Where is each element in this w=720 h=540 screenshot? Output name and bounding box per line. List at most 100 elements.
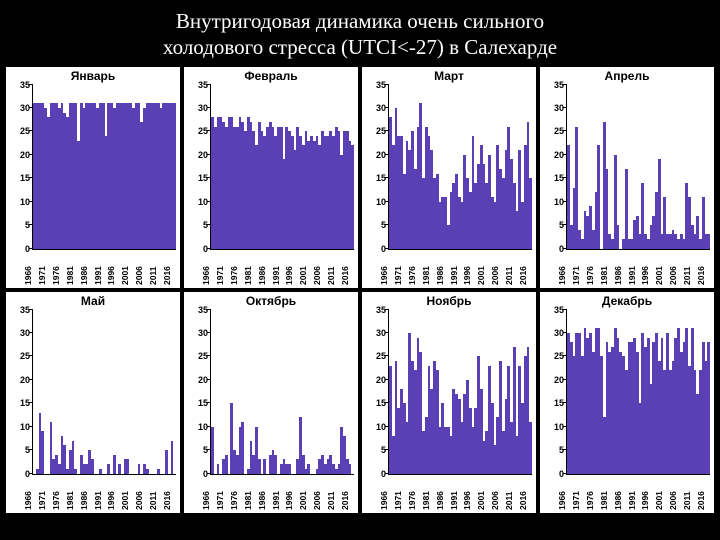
x-tick-label: 1986 [79, 266, 89, 285]
bars-container [33, 310, 176, 474]
y-tick-label: 10 [554, 422, 567, 432]
x-tick-label: 2016 [162, 491, 172, 510]
y-tick-label: 20 [376, 375, 389, 385]
bars-container [389, 85, 532, 249]
x-labels: 1966197119761981198619911996200120062011… [566, 250, 710, 288]
bar [107, 464, 110, 473]
y-tick-label: 35 [376, 80, 389, 90]
x-tick-label: 1996 [640, 491, 650, 510]
x-tick-label: 2006 [668, 491, 678, 510]
bar [99, 469, 102, 474]
bar [157, 469, 160, 474]
y-tick-label: 20 [376, 150, 389, 160]
bar [113, 455, 116, 474]
x-tick-label: 1976 [229, 491, 239, 510]
bar [274, 455, 277, 474]
x-tick-label: 1966 [201, 491, 211, 510]
x-tick-label: 2016 [696, 266, 706, 285]
x-tick-label: 2011 [682, 491, 692, 509]
y-tick-label: 30 [376, 328, 389, 338]
x-tick-label: 1981 [65, 266, 75, 285]
x-tick-label: 1971 [215, 266, 225, 285]
x-labels: 1966197119761981198619911996200120062011… [32, 475, 176, 513]
bar [529, 422, 532, 474]
y-tick-label: 30 [554, 103, 567, 113]
x-tick-label: 1976 [585, 266, 595, 285]
chart-grid: Январь0510152025303519661971197619811986… [0, 67, 720, 519]
x-tick-label: 1996 [106, 491, 116, 510]
x-tick-label: 2011 [504, 266, 514, 284]
x-labels: 1966197119761981198619911996200120062011… [566, 475, 710, 513]
chart-panel: Март051015202530351966197119761981198619… [362, 67, 536, 288]
y-tick-label: 30 [554, 328, 567, 338]
x-tick-label: 1986 [435, 266, 445, 285]
y-tick-label: 25 [198, 126, 211, 136]
bar [118, 464, 121, 473]
x-tick-label: 2011 [326, 491, 336, 509]
y-tick-label: 10 [198, 422, 211, 432]
x-tick-label: 1971 [393, 491, 403, 510]
y-tick-label: 30 [20, 328, 33, 338]
bar [91, 459, 94, 473]
x-tick-label: 2001 [298, 266, 308, 285]
bar [138, 464, 141, 473]
x-tick-label: 1976 [51, 266, 61, 285]
y-tick-label: 5 [381, 445, 389, 455]
y-tick-label: 20 [20, 375, 33, 385]
bar [258, 459, 261, 473]
plot-area: 05101520253035 [388, 310, 532, 475]
bar [146, 469, 149, 474]
x-tick-label: 2016 [518, 491, 528, 510]
y-tick-label: 10 [20, 422, 33, 432]
bars-container [211, 310, 354, 474]
x-tick-label: 2006 [312, 491, 322, 510]
plot-area: 05101520253035 [210, 310, 354, 475]
y-tick-label: 20 [554, 150, 567, 160]
plot-area: 05101520253035 [32, 310, 176, 475]
x-tick-label: 1996 [284, 266, 294, 285]
y-tick-label: 20 [20, 150, 33, 160]
x-labels: 1966197119761981198619911996200120062011… [388, 250, 532, 288]
y-tick-label: 35 [20, 305, 33, 315]
y-tick-label: 25 [20, 126, 33, 136]
x-tick-label: 1966 [557, 266, 567, 285]
x-tick-label: 2006 [668, 266, 678, 285]
x-tick-label: 1976 [229, 266, 239, 285]
y-tick-label: 20 [554, 375, 567, 385]
x-tick-label: 2001 [476, 491, 486, 510]
x-tick-label: 1986 [613, 491, 623, 510]
bar [41, 431, 44, 473]
bar [225, 455, 228, 474]
y-tick-label: 25 [376, 351, 389, 361]
y-tick-label: 10 [376, 422, 389, 432]
plot-area: 05101520253035 [32, 85, 176, 250]
bar [241, 422, 244, 474]
x-tick-label: 1991 [449, 491, 459, 510]
x-tick-label: 1966 [379, 491, 389, 510]
x-tick-label: 2006 [490, 266, 500, 285]
bar [617, 225, 620, 248]
y-tick-label: 5 [203, 445, 211, 455]
y-tick-label: 35 [198, 80, 211, 90]
x-tick-label: 1981 [65, 491, 75, 510]
x-tick-label: 2006 [490, 491, 500, 510]
y-tick-label: 5 [559, 220, 567, 230]
x-tick-label: 1981 [243, 491, 253, 510]
x-tick-label: 1981 [599, 491, 609, 510]
x-tick-label: 1966 [201, 266, 211, 285]
y-tick-label: 25 [198, 351, 211, 361]
x-tick-label: 1986 [79, 491, 89, 510]
x-tick-label: 1971 [37, 266, 47, 285]
bar [707, 342, 710, 473]
bar [288, 464, 291, 473]
x-tick-label: 1976 [585, 491, 595, 510]
x-tick-label: 1986 [613, 266, 623, 285]
x-tick-label: 1996 [106, 266, 116, 285]
x-tick-label: 2001 [298, 491, 308, 510]
y-tick-label: 35 [20, 80, 33, 90]
y-tick-label: 25 [20, 351, 33, 361]
bar [349, 464, 352, 473]
x-labels: 1966197119761981198619911996200120062011… [210, 475, 354, 513]
plot-area: 05101520253035 [210, 85, 354, 250]
x-tick-label: 2011 [504, 491, 514, 509]
